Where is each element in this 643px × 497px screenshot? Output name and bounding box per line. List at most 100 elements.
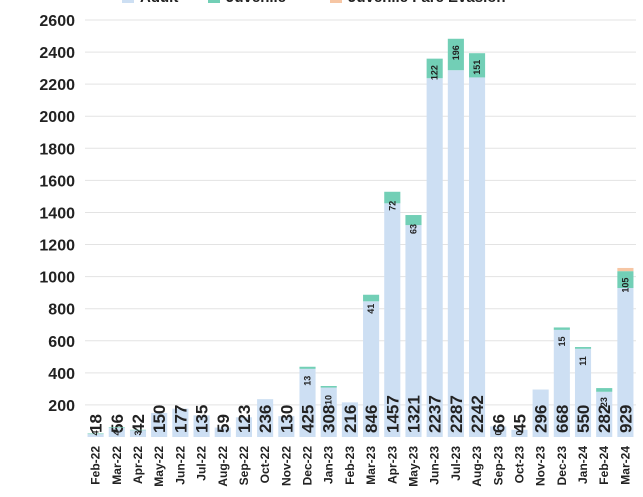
x-tick-label: Dec-22 [301,446,315,486]
legend-label: Juvenile Fare Evasion [348,0,506,6]
value-label: 59 [214,414,233,433]
value-label: 846 [362,405,381,433]
bar-segment [87,434,104,437]
value-label: 41 [366,304,376,314]
y-tick-label: 2200 [39,77,75,94]
x-tick-label: Sep-23 [491,446,505,486]
value-label: 23 [599,397,609,407]
value-label: 2237 [426,395,445,433]
bar-segment [384,203,401,437]
value-label: 66 [489,414,508,433]
x-tick-label: Nov-23 [534,446,548,486]
value-label: 72 [387,201,397,211]
value-label: 1321 [404,395,423,433]
bar-segment [405,225,422,437]
value-label: 56 [108,414,127,433]
value-label: 10 [324,395,334,405]
x-tick-label: Apr-23 [385,446,399,484]
y-tick-label: 1600 [39,173,75,190]
x-tick-label: Jul-23 [449,446,463,481]
legend-swatch [208,0,220,3]
bar-segment [384,191,401,204]
x-tick-label: Mar-22 [110,446,124,485]
value-label: 11 [578,356,588,366]
value-label: 130 [277,405,296,433]
x-tick-label: Jan-24 [576,446,590,484]
bar-segment [532,389,549,437]
value-label: 929 [616,405,635,433]
value-label: 13 [303,376,313,386]
x-tick-label: Jun-23 [428,446,442,485]
y-tick-label: 2400 [39,45,75,62]
bar-segment [617,267,634,272]
bar-segment [363,294,380,302]
value-label: 216 [341,405,360,433]
bar-segment [278,416,295,437]
legend-swatch [122,0,134,3]
x-tick-label: Jun-22 [173,446,187,485]
bar-segment [574,348,592,437]
bar-segment [490,426,507,437]
value-label: 122 [430,65,440,80]
y-tick-label: 200 [48,398,75,415]
y-tick-label: 1000 [39,270,75,287]
x-tick-label: May-22 [152,446,166,487]
y-tick-label: 800 [48,302,75,319]
value-label: 4 [112,430,122,435]
bar-segment [193,415,210,437]
x-tick-label: Jul-22 [195,446,209,481]
bar-segment [553,329,570,437]
legend-label: Adult [140,0,178,6]
bar-segment [87,433,104,435]
y-tick-label: 600 [48,334,75,351]
value-label: 308 [320,405,339,433]
x-tick-label: Feb-24 [597,446,611,485]
legend-swatch [330,0,342,3]
x-tick-label: Dec-23 [555,446,569,486]
value-label: 550 [574,405,593,433]
value-label: 3 [133,430,143,435]
y-tick-label: 2000 [39,109,75,126]
value-label: 150 [150,405,169,433]
value-label: 1457 [383,395,402,433]
bar-segment [447,70,464,438]
bar-segment [299,366,316,369]
value-label: 0 [493,430,503,435]
x-tick-label: Mar-24 [618,446,632,485]
value-label: 668 [553,405,572,433]
x-tick-label: Oct-23 [512,446,526,484]
x-tick-label: Nov-22 [279,446,293,486]
value-label: 63 [408,224,418,234]
y-tick-label: 400 [48,366,75,383]
value-label: 4 [91,430,101,435]
value-label: 18 [87,414,106,433]
value-label: 425 [299,405,318,433]
value-label: 236 [256,405,275,433]
value-label: 296 [532,405,551,433]
y-tick-label: 1800 [39,141,75,158]
value-label: 135 [193,405,212,433]
value-label: 123 [235,405,254,433]
y-tick-label: 1400 [39,205,75,222]
bar-segment [108,427,125,429]
x-tick-label: Apr-22 [131,446,145,484]
bar-segment [320,387,337,437]
x-tick-label: May-23 [406,446,420,487]
bar-segment [341,402,358,437]
bar-segment [553,327,570,330]
value-label: 0 [514,430,524,435]
bar-segment [257,399,274,437]
bar-segment [469,53,486,78]
bar-segment [426,58,443,79]
value-label: 2287 [447,395,466,433]
value-label: 42 [129,414,148,433]
bar-segment [214,427,231,437]
x-tick-label: Feb-23 [343,446,357,485]
value-label: 282 [595,405,614,433]
x-tick-label: Sep-22 [237,446,251,486]
y-tick-label: 1200 [39,238,75,255]
bar-segment [596,388,613,392]
bar-segment [235,417,252,437]
bar-segment [469,77,486,437]
